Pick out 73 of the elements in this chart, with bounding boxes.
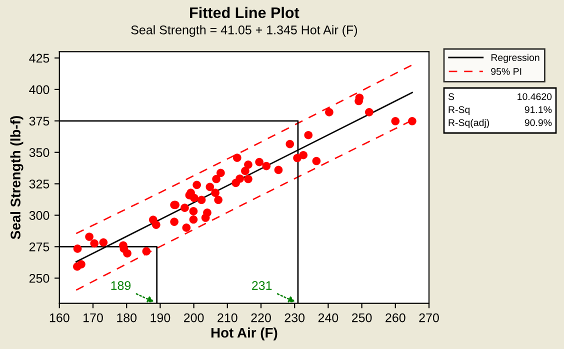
- point: [190, 194, 198, 202]
- y-axis-title: Seal Strength (lb-f): [10, 116, 24, 240]
- point: [262, 162, 271, 170]
- point: [189, 215, 198, 224]
- y-tick-label: 275: [29, 242, 50, 252]
- point: [206, 182, 214, 192]
- x-tick-label: 250: [352, 313, 372, 322]
- point: [203, 208, 212, 217]
- x-tick-label: 160: [50, 313, 70, 322]
- x-tick-label: 260: [386, 313, 406, 322]
- y-tick-label: 400: [29, 85, 50, 94]
- point: [152, 220, 160, 229]
- point: [255, 158, 264, 166]
- x-tick-label: 200: [184, 313, 204, 322]
- x-tick-label: 240: [318, 313, 338, 322]
- x-tick-label: 170: [84, 313, 103, 322]
- point: [170, 218, 178, 226]
- point: [99, 238, 108, 247]
- point: [365, 108, 374, 116]
- point: [236, 174, 244, 183]
- y-tick-label: 350: [29, 148, 50, 157]
- point: [77, 260, 86, 268]
- point: [182, 224, 191, 232]
- y-tick-label: 425: [29, 54, 50, 63]
- x-tick-label: 210: [218, 313, 238, 322]
- point: [232, 154, 242, 162]
- point: [197, 196, 206, 204]
- x-tick-label: 270: [419, 313, 439, 322]
- x-tick-label: 180: [117, 313, 137, 322]
- chart-title: Fitted Line Plot: [190, 6, 300, 18]
- point: [90, 239, 99, 248]
- y-tick-label: 250: [29, 274, 50, 283]
- text: S: [448, 93, 454, 100]
- point: [142, 247, 151, 256]
- annotation: 231: [252, 281, 272, 290]
- legend-label: 95% PI: [491, 68, 522, 75]
- point: [123, 249, 132, 258]
- point: [211, 188, 220, 198]
- point: [299, 150, 308, 160]
- point: [85, 232, 94, 241]
- x-tick-label: 230: [284, 313, 305, 322]
- point: [212, 174, 220, 184]
- point: [244, 160, 252, 169]
- point: [244, 174, 252, 184]
- point: [312, 156, 321, 166]
- legend-label: Regression: [491, 54, 540, 63]
- text: 91.1%: [524, 106, 552, 114]
- point: [286, 140, 294, 148]
- point: [216, 168, 225, 178]
- x-tick-label: 190: [150, 313, 170, 322]
- x-axis-title: Hot Air (F): [211, 327, 278, 340]
- point: [241, 166, 250, 176]
- point: [73, 244, 82, 253]
- text: 90.9%: [524, 119, 552, 126]
- y-tick-label: 325: [29, 180, 50, 188]
- point: [274, 166, 283, 174]
- point: [214, 196, 222, 204]
- y-tick-label: 300: [29, 211, 50, 220]
- y-tick-label: 375: [29, 116, 50, 126]
- chart-subtitle: Seal Strength = 41.05 + 1.345 Hot Air (F): [131, 25, 358, 37]
- point: [192, 180, 201, 190]
- x-tick-label: 220: [251, 313, 271, 322]
- point: [408, 116, 416, 126]
- text: 10.4620: [518, 93, 552, 100]
- point: [189, 207, 198, 216]
- annotation: 189: [111, 281, 131, 290]
- text: R-Sq: [448, 106, 470, 116]
- point: [304, 130, 313, 140]
- text: R-Sq(adj): [448, 118, 489, 128]
- line-series: [76, 64, 413, 234]
- point: [325, 108, 334, 116]
- point: [391, 116, 400, 126]
- point: [180, 204, 189, 212]
